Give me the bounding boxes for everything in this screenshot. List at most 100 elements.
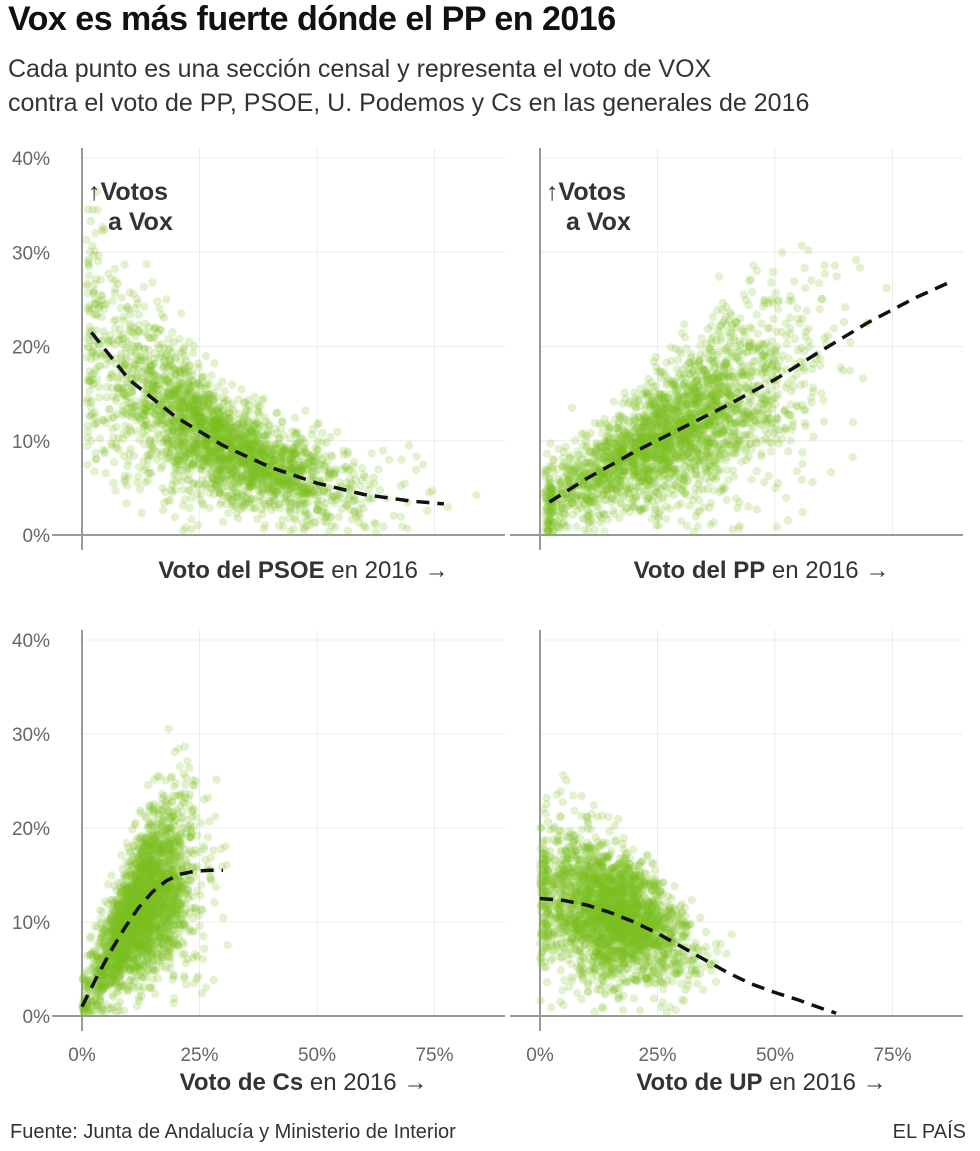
data-point [232,492,241,502]
data-point [293,454,302,463]
data-point [247,495,256,504]
data-point [404,441,414,450]
data-point [99,326,108,336]
data-point [284,481,293,490]
data-point [254,407,263,416]
data-point [162,448,171,457]
data-point [234,395,243,404]
data-point [306,475,315,484]
data-point [793,304,802,313]
data-point [139,398,148,407]
data-point [164,426,173,436]
data-point [300,460,309,469]
data-point [228,448,237,457]
data-point [121,409,130,418]
data-point [253,424,263,433]
data-point [233,463,243,472]
data-point [367,449,376,458]
data-point [752,466,761,476]
data-point [256,440,266,449]
data-point [764,429,773,438]
data-point [171,353,180,362]
data-point [296,446,305,455]
data-point [199,401,208,410]
data-point [261,472,271,481]
data-point [792,467,802,476]
data-point [83,304,92,313]
data-point [190,479,199,488]
data-point [191,387,200,396]
data-point [322,438,331,447]
data-point [308,457,318,466]
data-point [201,441,210,451]
data-point [174,465,184,475]
data-point [228,466,238,476]
data-point [261,502,271,511]
data-point [747,287,757,297]
data-point [848,452,857,462]
data-point [148,403,157,412]
data-point [90,295,100,304]
data-point [142,260,152,269]
data-point [111,486,120,495]
data-point [264,426,273,435]
data-point [234,478,243,487]
data-point [201,440,210,449]
data-point [162,295,171,304]
data-point [264,496,274,506]
data-point [133,342,143,352]
data-point [178,364,187,373]
data-point [90,310,99,319]
data-point [131,415,141,425]
data-point [747,475,756,484]
data-point [135,327,144,337]
data-point [204,402,213,411]
data-point [250,422,260,431]
data-point [203,460,212,469]
data-point [242,471,251,480]
data-point [124,370,133,379]
data-point [212,466,222,476]
data-point [703,324,713,334]
data-point [120,421,130,430]
data-point [349,508,359,517]
data-point [222,422,231,431]
data-point [819,396,828,405]
data-point [122,499,131,508]
data-point [191,420,201,429]
data-point [786,436,795,445]
data-point [306,488,316,497]
data-point [196,413,205,422]
data-point [359,521,369,530]
data-point [265,451,274,461]
data-point [238,443,247,453]
data-point [169,427,179,436]
data-point [87,396,96,405]
data-point [140,440,149,449]
data-point [190,446,199,455]
data-point [219,434,228,443]
data-point [296,463,306,472]
data-point [300,487,309,496]
data-point [819,417,829,426]
data-point [276,455,286,464]
data-point [97,313,107,322]
data-point [187,405,196,414]
data-point [212,475,221,484]
data-point [210,455,220,464]
data-point [237,432,246,441]
data-point [170,416,179,426]
data-point [224,429,233,439]
data-point [301,406,310,415]
data-point [585,517,594,527]
data-point [215,417,225,427]
data-point [212,484,221,493]
data-point [676,499,686,508]
data-point [396,512,406,522]
y-tick-label: 20% [12,338,50,359]
data-point [313,504,322,513]
data-point [331,522,340,532]
data-point [83,333,92,343]
data-point [809,432,818,441]
data-point [798,459,807,468]
